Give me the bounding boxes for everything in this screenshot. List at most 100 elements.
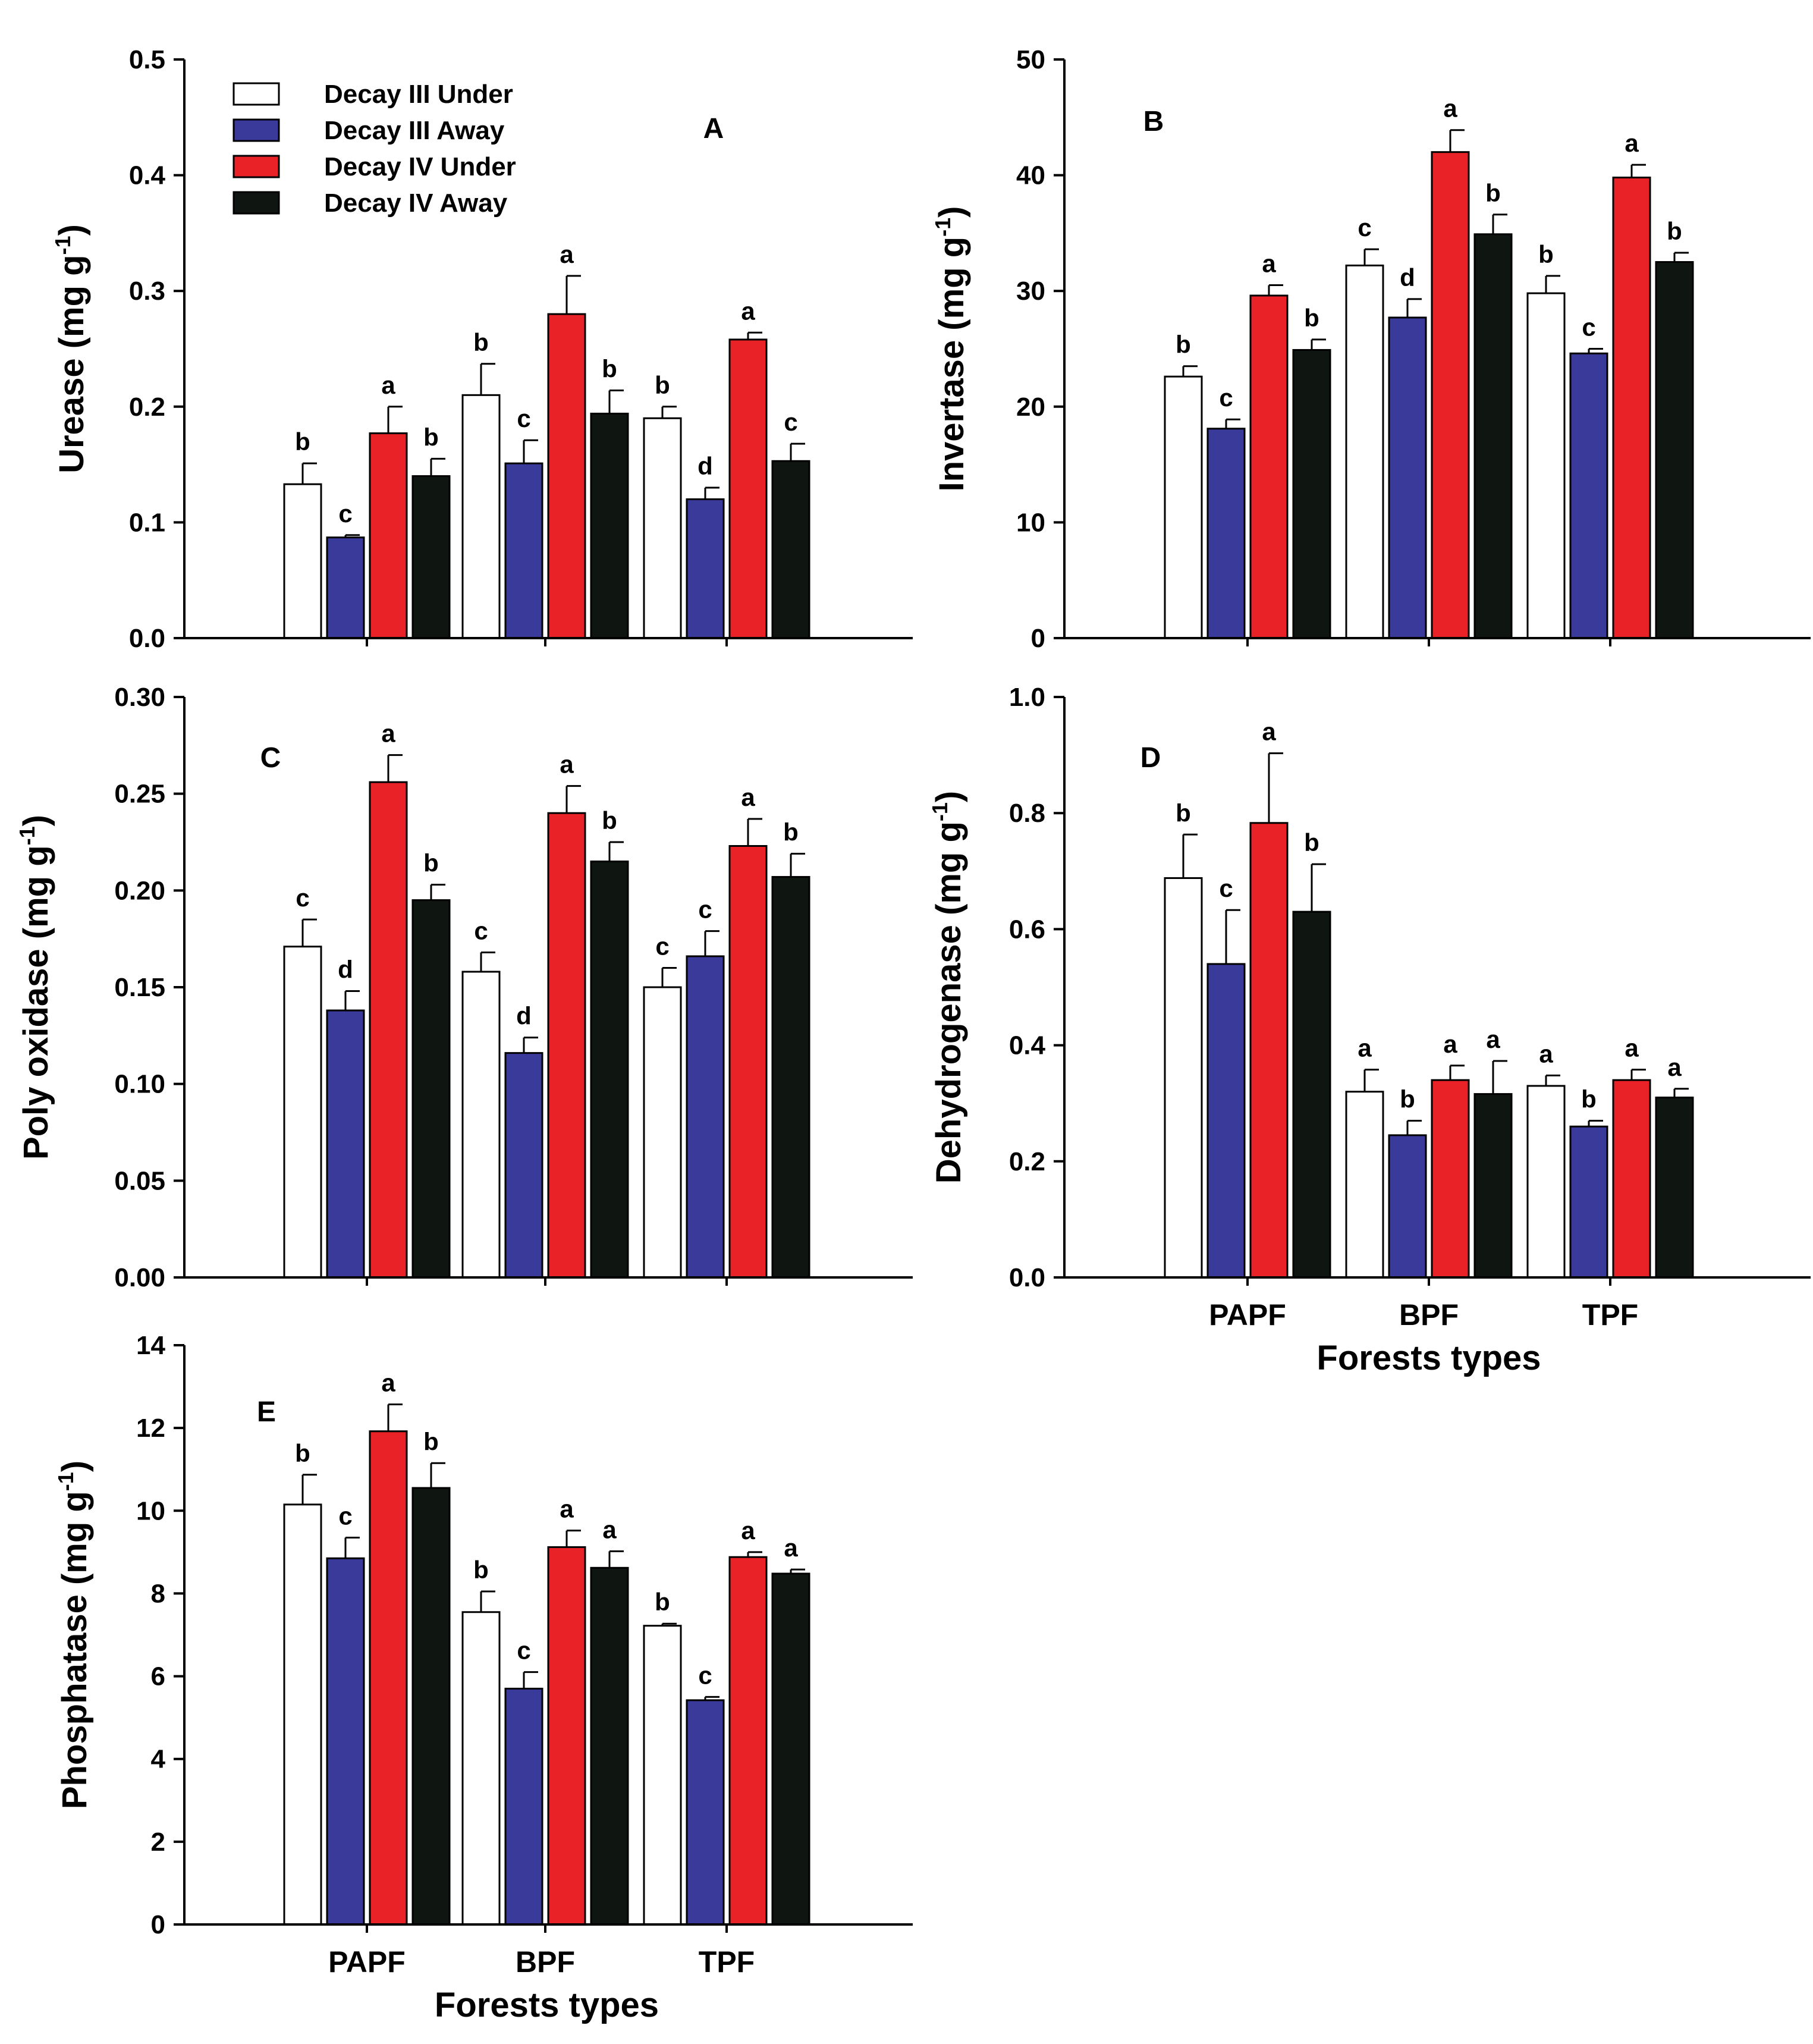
category-label: TPF [699,1945,755,1979]
bar-b-2-1 [1431,151,1470,639]
bar-e-1-2 [686,1699,725,1926]
bar-b-1-0 [1206,428,1246,639]
y-tick-label: 14 [136,1331,165,1360]
bar-d-0-2 [1526,1085,1566,1279]
bar-a-1-0 [326,536,365,639]
significance-letter: c [296,884,309,912]
y-tick-label: 0.30 [114,683,165,712]
y-axis-title-close: ) [52,224,91,236]
significance-letter: a [560,751,574,778]
bar-a-0-2 [643,417,682,639]
significance-letter: d [1400,263,1415,291]
significance-letter: a [1539,1040,1553,1067]
bar-e-3-0 [411,1487,451,1926]
significance-letter: a [1443,95,1457,123]
y-axis-title-text: Poly oxidase (mg g [17,845,55,1160]
y-tick-label: 0.5 [129,45,165,74]
significance-letter: b [295,428,310,456]
y-axis-title-close: ) [17,815,55,826]
significance-letter: a [1625,1034,1639,1062]
legend: Decay III Under Decay III Away Decay IV Un… [232,80,516,218]
bar-c-0-1 [461,971,501,1279]
y-axis-title-close: ) [55,1461,94,1472]
significance-letter: b [473,328,489,356]
bar-b-3-1 [1473,233,1513,639]
bar-e-2-2 [728,1556,768,1926]
bar-d-1-1 [1388,1134,1427,1279]
bar-d-1-2 [1569,1125,1608,1279]
bar-a-0-0 [283,483,322,639]
y-tick-label: 0.2 [129,393,165,422]
bar-d-0-0 [1164,877,1203,1279]
y-tick-label: 0 [151,1910,165,1939]
bar-a-0-1 [461,394,501,639]
category-label: PAPF [1209,1298,1286,1332]
bar-d-3-1 [1473,1093,1513,1279]
y-axis-title-sup: -1 [15,826,39,845]
significance-letter: a [381,1368,395,1396]
bar-e-3-2 [771,1572,810,1926]
significance-letter: b [1485,179,1501,207]
y-tick-label: 1.0 [1009,683,1045,712]
bar-b-2-0 [1249,294,1289,639]
bar-b-3-2 [1655,261,1694,639]
y-tick-label: 0.1 [129,508,165,537]
significance-letter: c [338,1502,352,1530]
legend-label-0: Decay III Under [324,80,513,109]
y-tick-label: 0.6 [1009,915,1045,944]
y-axis-title: Invertase (mg g-1) [931,206,971,491]
significance-letter: c [474,916,488,944]
bar-a-2-0 [369,432,408,639]
significance-letter: a [381,720,395,748]
bar-b-0-1 [1345,264,1384,639]
y-axis-title-text: Urease (mg g [52,255,91,473]
y-tick-label: 0.10 [114,1070,165,1099]
bar-d-0-1 [1345,1091,1384,1279]
panel-letter: E [257,1396,276,1428]
y-axis-title-sup: -1 [928,802,952,821]
significance-letter: b [1304,828,1319,856]
bar-b-2-2 [1612,176,1651,639]
y-tick-label: 40 [1016,161,1045,190]
y-tick-label: 0.0 [129,624,165,653]
bar-b-0-2 [1526,292,1566,639]
y-tick-label: 4 [151,1745,166,1774]
y-tick-label: 2 [151,1828,165,1857]
y-tick-label: 0 [1031,624,1045,653]
y-axis-title: Dehydrogenase (mg g-1) [928,791,968,1183]
bar-c-1-0 [326,1009,365,1279]
y-tick-label: 50 [1016,45,1045,74]
y-axis-title-text: Dehydrogenase (mg g [929,821,968,1183]
y-axis-title: Poly oxidase (mg g-1) [15,815,55,1160]
y-tick-label: 6 [151,1662,165,1691]
significance-letter: b [1304,304,1319,332]
significance-letter: a [1625,129,1639,157]
y-tick-label: 0.4 [1009,1031,1046,1060]
y-axis-title-sup: -1 [931,218,955,237]
y-axis-title-text: Phosphatase (mg g [55,1491,94,1809]
category-label: BPF [516,1945,575,1979]
significance-letter: c [517,1637,530,1665]
significance-letter: a [1443,1030,1457,1058]
significance-letter: b [1581,1085,1597,1113]
bar-d-1-0 [1206,963,1246,1279]
significance-letter: a [1667,1053,1682,1081]
bar-c-3-1 [590,861,629,1279]
panel-letter: B [1143,106,1164,137]
significance-letter: c [655,932,669,960]
y-axis-title-sup: -1 [51,236,75,255]
significance-letter: a [784,1534,798,1562]
significance-letter: d [516,1002,532,1030]
legend-swatch-0 [232,82,280,106]
legend-label-1: Decay III Away [324,116,505,145]
bar-c-2-0 [369,781,408,1279]
panel-letter: C [260,742,281,774]
y-tick-label: 0.3 [129,277,165,306]
significance-letter: a [741,783,755,811]
bar-a-2-1 [547,313,586,639]
x-axis-title: Forests types [435,1986,659,2024]
